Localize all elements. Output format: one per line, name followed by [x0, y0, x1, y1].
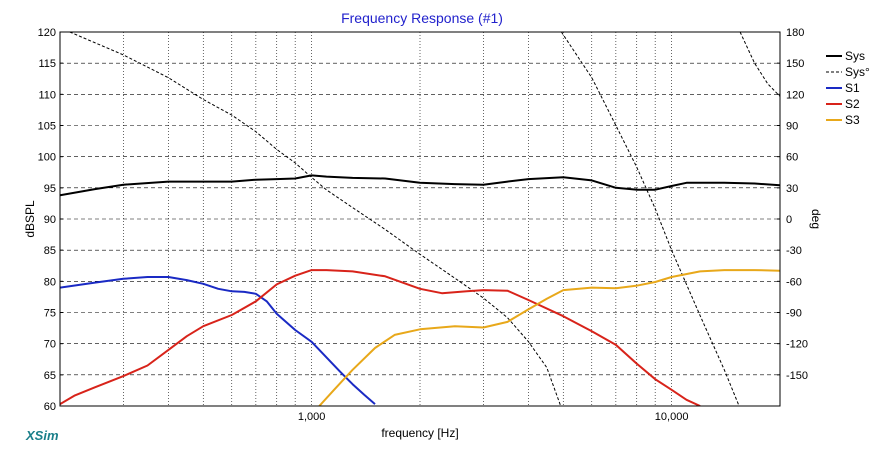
- x-tick-label: 10,000: [655, 411, 689, 423]
- y-tick-label: 80: [44, 276, 56, 288]
- y-tick-label: 75: [44, 308, 56, 320]
- horizontal-gridlines: [60, 62, 780, 376]
- y2-tick-label: -60: [786, 276, 802, 288]
- legend-label: S3: [845, 113, 860, 127]
- y-tick-label: 95: [44, 183, 56, 195]
- y-tick-label: 65: [44, 370, 56, 382]
- x-axis-label: frequency [Hz]: [381, 426, 458, 440]
- y-tick-label: 110: [38, 89, 56, 101]
- y-tick-label: 70: [44, 339, 56, 351]
- y2-tick-label: -150: [786, 370, 808, 382]
- y-tick-label: 100: [38, 152, 56, 164]
- y2-axis-label: deg: [809, 209, 823, 229]
- y2-tick-label: 30: [786, 183, 798, 195]
- y-tick-label: 105: [38, 121, 56, 133]
- y-axis-label: dBSPL: [23, 200, 37, 238]
- y-tick-label: 85: [44, 245, 56, 257]
- legend-label: Sys: [845, 49, 865, 63]
- y-tick-label: 120: [38, 27, 56, 39]
- y2-tick-label: -30: [786, 245, 802, 257]
- y2-tick-label: 180: [786, 27, 804, 39]
- series-line-2: [60, 276, 376, 405]
- legend-label: S1: [845, 81, 860, 95]
- x-axis-tick-labels: 1,000 10,000: [298, 411, 689, 423]
- y2-tick-label: 60: [786, 152, 798, 164]
- y2-tick-label: -90: [786, 308, 802, 320]
- y2-tick-label: 120: [786, 89, 804, 101]
- series-line-3: [60, 269, 701, 406]
- x-tick-label: 1,000: [298, 411, 326, 423]
- series-line-1: [69, 32, 780, 406]
- series-line-0: [60, 174, 780, 197]
- series-lines: [60, 32, 780, 406]
- y2-tick-label: -120: [786, 339, 808, 351]
- chart-title: Frequency Response (#1): [341, 10, 503, 26]
- y2-tick-label: 0: [786, 214, 792, 226]
- legend: Sys Sys° S1 S2 S3: [826, 49, 870, 127]
- y-tick-label: 115: [38, 58, 56, 70]
- xsim-logo: XSim: [26, 428, 59, 443]
- series-line-4: [318, 269, 780, 406]
- right-axis-tick-labels: -150 -120 -90 -60 -30 0 30 60 90 120 150 180: [777, 27, 808, 382]
- y2-tick-label: 150: [786, 58, 804, 70]
- legend-label: S2: [845, 97, 860, 111]
- y-tick-label: 90: [44, 214, 56, 226]
- legend-label: Sys°: [845, 65, 870, 79]
- left-axis-tick-labels: 60 65 70 75 80 85 90 95 100 105 110 115 120: [38, 27, 63, 413]
- y2-tick-label: 90: [786, 121, 798, 133]
- y-tick-label: 60: [44, 401, 56, 413]
